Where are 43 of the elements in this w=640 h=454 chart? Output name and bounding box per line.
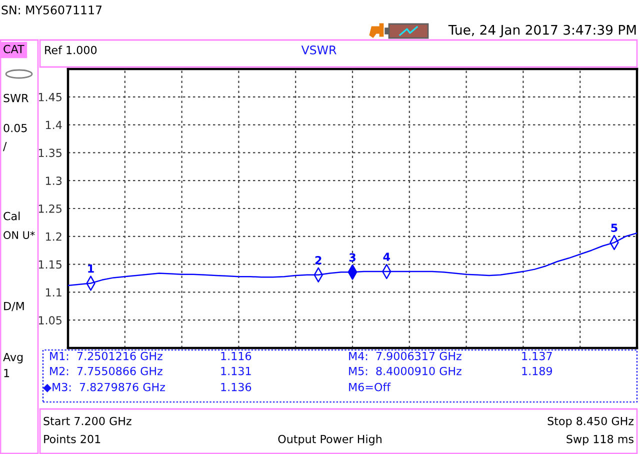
- y-tick-label: 1.15: [38, 260, 62, 269]
- text: M1: 7.2501216 GHz: [50, 352, 162, 360]
- text: 1.131: [221, 366, 251, 376]
- y-tick-label: 1.45: [38, 93, 62, 102]
- text: /: [3, 142, 7, 152]
- text: 1.116: [221, 352, 252, 360]
- text: Swp 118 ms: [566, 434, 634, 446]
- y-tick-label: 1.2: [46, 232, 62, 241]
- series-label: 1: [88, 264, 94, 273]
- y-tick-label: 1.4: [46, 120, 62, 130]
- text: SWR: [4, 94, 28, 102]
- text: M5: 8.4000910 GHz: [349, 366, 462, 376]
- text: ON U*: [4, 231, 35, 240]
- series-label: 5: [611, 224, 618, 232]
- series-label: 2: [315, 256, 322, 264]
- text: M2: 7.7550866 GHz: [50, 366, 162, 376]
- text: 1: [4, 368, 10, 378]
- y-tick-label: 1.05: [38, 316, 62, 324]
- text: Ref 1.000: [45, 46, 97, 54]
- text: SN: MY56071117: [2, 5, 102, 14]
- text: ◆M3: 7.8279876 GHz: [43, 382, 165, 392]
- text: Avg: [3, 352, 23, 364]
- series-label: 4: [383, 252, 390, 261]
- text: Stop 8.450 GHz: [548, 416, 634, 428]
- text: M4: 7.9006317 GHz: [349, 352, 462, 360]
- text: 0.05: [4, 124, 27, 132]
- y-tick-label: 1.35: [38, 148, 62, 158]
- text: Points 201: [44, 434, 100, 444]
- text: 1.137: [522, 352, 552, 360]
- y-tick-label: 1.1: [46, 288, 62, 296]
- y-tick-label: 1.3: [46, 176, 62, 185]
- chart-title: VSWR: [301, 45, 336, 54]
- text: D/M: [4, 302, 24, 312]
- text: 1.136: [221, 382, 252, 392]
- text: 1.189: [522, 366, 552, 376]
- text: Tue, 24 Jan 2017 3:47:39 PM: [448, 24, 636, 38]
- text: M6=Off: [349, 382, 391, 392]
- series-label: 3: [349, 253, 356, 262]
- text: Cal: [4, 212, 20, 220]
- text: Output Power High: [278, 434, 382, 446]
- text: Start 7.200 GHz: [44, 416, 132, 426]
- y-tick-label: 1.25: [38, 204, 62, 213]
- text: CAT: [4, 44, 24, 54]
